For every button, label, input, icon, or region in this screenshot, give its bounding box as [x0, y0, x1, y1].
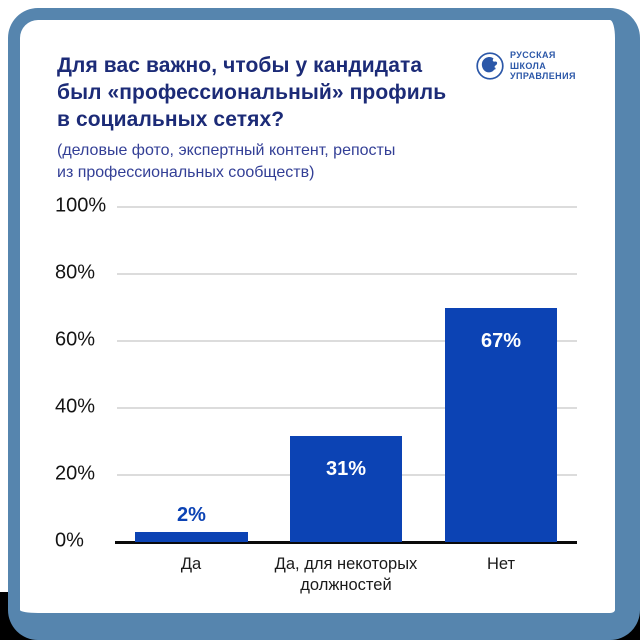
- x-axis-line: [115, 541, 577, 544]
- page-subtitle: (деловые фото, экспертный контент, репос…: [57, 140, 467, 184]
- brand-name-line-2: ШКОЛА: [510, 60, 547, 71]
- bar-chart: 100% 80% 60% 40% 20% 0%: [55, 194, 577, 594]
- y-axis-tick-label: 100%: [55, 194, 107, 217]
- survey-infographic-card: Для вас важно, чтобы у кандидата был «пр…: [8, 8, 640, 640]
- y-axis-tick-label: 20%: [55, 462, 96, 485]
- brand-name: РУССКАЯ ШКОЛА УПРАВЛЕНИЯ: [510, 50, 576, 82]
- globe-icon: [476, 52, 504, 80]
- page-title: Для вас важно, чтобы у кандидата был «пр…: [57, 52, 467, 133]
- y-axis-tick-label: 80%: [55, 261, 96, 284]
- category-label-yes-some-positions: Да, для некоторых должностей: [274, 555, 418, 594]
- bar-value-label: 31%: [325, 458, 367, 480]
- header: Для вас важно, чтобы у кандидата был «пр…: [57, 52, 467, 184]
- category-label-yes: Да: [180, 555, 202, 573]
- y-axis-tick-label: 60%: [55, 328, 96, 351]
- y-axis-tick-label: 0%: [55, 529, 84, 552]
- bar-yes-some-positions: 31%: [290, 436, 402, 542]
- bar-yes: 2%: [135, 504, 248, 542]
- gridline: [117, 340, 577, 342]
- brand-name-line-1: РУССКАЯ: [510, 50, 556, 60]
- title-line-2: был «профессиональный» профиль: [57, 81, 447, 104]
- gridline: [117, 206, 577, 208]
- gridline: [117, 407, 577, 409]
- bar-no: 67%: [445, 308, 557, 542]
- subtitle-line-1: (деловые фото, экспертный контент, репос…: [57, 142, 396, 159]
- subtitle-line-2: из профессиональных сообществ): [57, 164, 315, 181]
- brand-logo: РУССКАЯ ШКОЛА УПРАВЛЕНИЯ: [476, 50, 576, 82]
- gridline: [117, 273, 577, 275]
- bar-value-label: 2%: [177, 504, 206, 526]
- title-line-1: Для вас важно, чтобы у кандидата: [57, 54, 423, 77]
- title-line-3: в социальных сетях?: [57, 108, 285, 131]
- y-axis-tick-label: 40%: [55, 395, 96, 418]
- bar-value-label: 67%: [480, 330, 522, 352]
- brand-name-line-3: УПРАВЛЕНИЯ: [510, 71, 576, 81]
- category-label-no: Нет: [486, 555, 516, 573]
